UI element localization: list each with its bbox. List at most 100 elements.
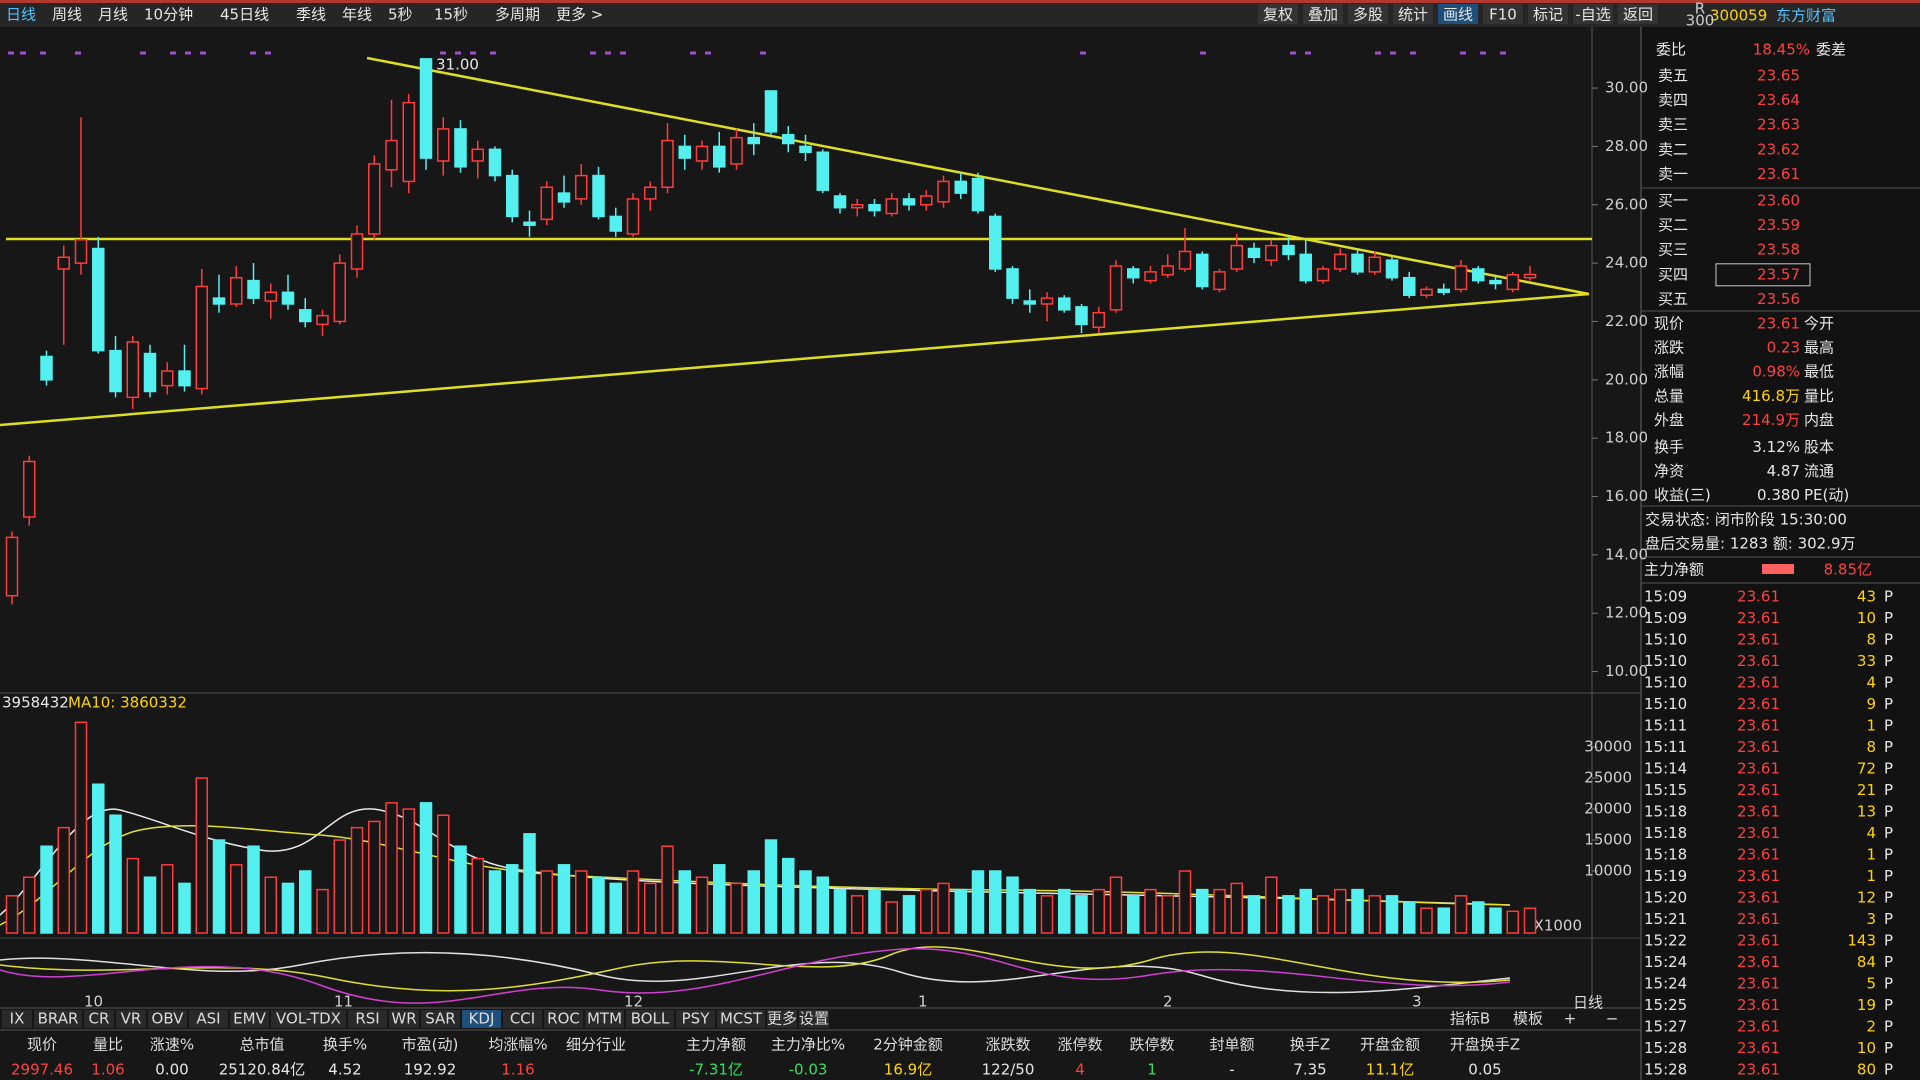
column-header[interactable]: 封单额 xyxy=(1209,1036,1254,1054)
volume-bar xyxy=(212,839,226,934)
indicator-tab[interactable]: MTM xyxy=(587,1010,622,1028)
toolbar-button[interactable]: 标记 xyxy=(1533,6,1563,24)
toolbar-button[interactable]: 复权 xyxy=(1263,6,1293,24)
indicator-tab[interactable]: BOLL xyxy=(631,1010,670,1028)
period-tab[interactable]: 45日线 xyxy=(220,6,269,24)
column-header[interactable]: 换手Z xyxy=(1290,1036,1330,1054)
column-header[interactable]: 涨停数 xyxy=(1057,1036,1102,1054)
book-label: 买三 xyxy=(1658,241,1688,259)
column-header[interactable]: 量比 xyxy=(93,1036,123,1054)
indicator-tab[interactable]: SAR xyxy=(425,1010,455,1028)
trade-price: 23.61 xyxy=(1737,910,1780,928)
stat-label: 现价 xyxy=(1654,315,1684,333)
period-tab[interactable]: 5秒 xyxy=(388,6,413,24)
toolbar-button[interactable]: -自选 xyxy=(1575,6,1610,24)
indicator-option[interactable]: 指标B xyxy=(1450,1010,1490,1028)
stat-label: 最高 xyxy=(1804,339,1834,357)
column-header[interactable]: 现价 xyxy=(27,1036,57,1054)
toolbar-button[interactable]: 统计 xyxy=(1398,6,1428,24)
indicator-option[interactable]: − xyxy=(1606,1010,1619,1028)
period-tab[interactable]: 年线 xyxy=(342,6,372,24)
candle-body xyxy=(488,148,502,177)
column-header[interactable]: 主力净比% xyxy=(771,1036,845,1054)
indicator-tab[interactable]: ROC xyxy=(547,1010,580,1028)
indicator-tab[interactable]: OBV xyxy=(152,1010,185,1028)
column-header[interactable]: 涨速% xyxy=(150,1036,194,1054)
period-tab[interactable]: 季线 xyxy=(296,6,326,24)
volume-bar xyxy=(126,857,139,934)
period-tab[interactable]: 15秒 xyxy=(434,6,468,24)
trade-side: P xyxy=(1884,867,1893,885)
period-tab[interactable]: 周线 xyxy=(52,6,82,24)
trade-side: P xyxy=(1884,695,1893,713)
toolbar-button-bg xyxy=(1618,4,1658,24)
trade-time: 15:09 xyxy=(1644,609,1687,627)
indicator-tab[interactable]: KDJ xyxy=(469,1010,495,1028)
indicator-tab-bg xyxy=(626,1010,674,1028)
trade-time: 15:27 xyxy=(1644,1018,1687,1036)
volume-bar xyxy=(747,870,760,934)
status-text: 交易状态: 闭市阶段 15:30:00 xyxy=(1645,511,1847,529)
column-header[interactable]: 主力净额 xyxy=(686,1036,746,1054)
trade-volume: 1 xyxy=(1866,867,1876,885)
volume-bar xyxy=(23,876,36,934)
indicator-tab[interactable]: BRAR xyxy=(38,1010,79,1028)
indicator-tab[interactable]: IX xyxy=(10,1010,25,1028)
book-price: 23.60 xyxy=(1757,192,1800,210)
volume-bar xyxy=(764,839,778,934)
toolbar-button[interactable]: 返回 xyxy=(1623,6,1653,24)
trade-volume: 13 xyxy=(1857,803,1876,821)
toolbar-button[interactable]: 多股 xyxy=(1353,6,1383,24)
toolbar-button[interactable]: 叠加 xyxy=(1308,6,1338,24)
column-value: 7.35 xyxy=(1293,1061,1326,1079)
indicator-tab[interactable]: EMV xyxy=(233,1010,266,1028)
indicator-tab[interactable]: WR xyxy=(391,1010,416,1028)
column-value: 11.1亿 xyxy=(1366,1061,1414,1079)
volume-bar xyxy=(557,864,571,934)
column-header[interactable]: 总市值 xyxy=(239,1036,284,1054)
volume-bar xyxy=(178,882,191,934)
indicator-tab[interactable]: VOL-TDX xyxy=(276,1010,341,1028)
indicator-tab[interactable]: CR xyxy=(89,1010,110,1028)
volume-bar xyxy=(74,721,88,934)
column-header[interactable]: 开盘换手Z xyxy=(1450,1036,1520,1054)
toolbar-button[interactable]: 画线 xyxy=(1443,6,1473,24)
y-tick-label: 30000 xyxy=(1584,738,1632,756)
indicator-tab[interactable]: CCI xyxy=(510,1010,535,1028)
stat-label: PE(动) xyxy=(1804,486,1849,504)
indicator-tab[interactable]: MCST xyxy=(720,1010,763,1028)
candle-body xyxy=(1092,311,1105,329)
column-header[interactable]: 涨跌数 xyxy=(985,1036,1030,1054)
trade-volume: 12 xyxy=(1857,889,1876,907)
period-tab[interactable]: 多周期 xyxy=(495,6,540,24)
column-header[interactable]: 跌停数 xyxy=(1129,1036,1174,1054)
indicator-tab[interactable]: ASI xyxy=(196,1010,220,1028)
month-label: 1 xyxy=(918,993,928,1011)
column-header[interactable]: 市盈(动) xyxy=(402,1036,459,1054)
indicator-option[interactable]: + xyxy=(1564,1010,1577,1028)
indicator-tab[interactable]: VR xyxy=(121,1010,142,1028)
column-header[interactable]: 开盘金额 xyxy=(1360,1036,1420,1054)
candle-body xyxy=(747,136,760,145)
period-tab[interactable]: 日线 xyxy=(6,6,36,24)
trade-price: 23.61 xyxy=(1737,588,1780,606)
trade-side: P xyxy=(1884,760,1893,778)
volume-bar xyxy=(471,857,484,934)
period-tab[interactable]: 10分钟 xyxy=(144,6,193,24)
period-tab[interactable]: 更多 > xyxy=(556,6,603,24)
indicator-option[interactable]: 模板 xyxy=(1513,1010,1543,1028)
period-tab[interactable]: 月线 xyxy=(98,6,128,24)
indicator-tab[interactable]: 设置 xyxy=(799,1010,829,1028)
badge: R xyxy=(1695,0,1705,18)
volume-bar xyxy=(644,882,657,934)
y-tick-label: 28.00 xyxy=(1605,137,1648,155)
column-header[interactable]: 细分行业 xyxy=(566,1036,626,1054)
status-text: 盘后交易量: 1283 额: 302.9万 xyxy=(1645,535,1856,553)
column-header[interactable]: 均涨幅% xyxy=(488,1036,547,1054)
column-header[interactable]: 2分钟金额 xyxy=(873,1036,943,1054)
column-header[interactable]: 换手% xyxy=(323,1036,367,1054)
indicator-tab[interactable]: RSI xyxy=(355,1010,379,1028)
toolbar-button[interactable]: F10 xyxy=(1489,6,1517,24)
indicator-tab[interactable]: PSY xyxy=(682,1010,711,1028)
indicator-tab[interactable]: 更多 xyxy=(767,1010,797,1028)
